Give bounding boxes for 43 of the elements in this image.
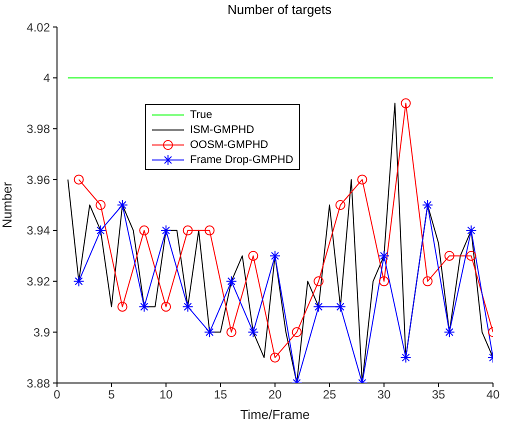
point [444,250,454,261]
x-tick-label: 20 [268,388,282,402]
point [357,174,368,185]
point [117,302,128,312]
legend-label: True [190,108,212,120]
y-tick-label: 4.02 [26,20,50,34]
y-axis-title: Number [0,181,15,228]
point [204,225,215,236]
point [400,98,411,108]
point [161,302,171,312]
x-tick-label: 15 [214,388,228,402]
point [270,352,280,363]
y-tick-label: 3.94 [26,224,50,238]
point [379,276,389,286]
point [422,276,433,286]
x-tick-label: 25 [322,388,336,402]
point [314,276,324,286]
y-tick-label: 3.92 [26,274,50,289]
legend-label: ISM-GMPHD [190,124,254,136]
y-tick-label: 3.96 [26,172,50,187]
y-tick-label: 3.9 [33,325,50,340]
x-tick-label: 35 [432,388,446,402]
point [96,200,106,210]
point [248,250,258,261]
y-tick-label: 3.88 [26,376,50,390]
legend-label: Frame Drop-GMPHD [190,154,294,166]
x-tick-label: 0 [54,388,61,402]
point [74,174,84,185]
point [182,225,193,236]
point [466,250,476,261]
y-tick-label: 4 [43,71,50,86]
x-tick-label: 10 [159,388,173,402]
chart-title: Number of targets [226,2,333,17]
x-axis-title: Time/Frame [240,407,310,421]
x-tick-label: 40 [486,388,500,402]
legend-label: OOSM-GMPHD [190,138,268,150]
x-tick-label: 5 [108,388,116,402]
point [335,200,346,210]
point [139,225,150,236]
x-tick-label: 30 [377,388,391,402]
y-tick-label: 3.98 [26,122,50,136]
point [292,327,302,338]
point [226,327,236,338]
